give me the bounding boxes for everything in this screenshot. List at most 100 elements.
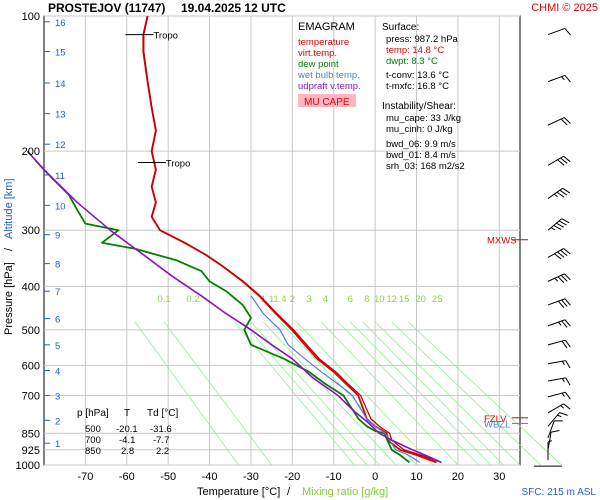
altitude-label: 7: [55, 287, 60, 298]
wind-barb: [547, 248, 571, 260]
altitude-label: 2: [55, 416, 60, 427]
legend-title: EMAGRAM: [298, 21, 355, 33]
mixing-ratio-label: 4: [323, 294, 328, 305]
wind-barb-half: [557, 414, 562, 418]
x-tick-label: 0: [372, 471, 378, 483]
wind-barb-full: [557, 251, 565, 258]
mixing-ratio-lines: 0.1 0.2 1 1 1.4 2 3 4 6 8 10 12 15 20 25: [134, 294, 562, 466]
wind-barb-full: [561, 320, 568, 328]
mixing-ratio-label: 12: [386, 294, 397, 305]
x-tick-label: -70: [77, 471, 93, 483]
altitude-label: 14: [55, 79, 66, 90]
x-axis-title-mixing: Mixing ratio [g/kg]: [302, 486, 388, 498]
wind-barb: [547, 377, 571, 386]
datetime-label: 19.04.2025 12 UTC: [181, 1, 286, 15]
table-cell: 500: [85, 424, 101, 435]
wind-barb: [547, 117, 571, 126]
mixing-ratio-line: [407, 321, 562, 466]
mixing-ratio-label: 15: [399, 294, 410, 305]
wind-barb-full: [561, 299, 568, 307]
wind-barb-half: [561, 360, 565, 366]
wind-barb-half: [561, 76, 565, 81]
wind-barb-shaft: [547, 319, 566, 327]
tropopause-label: Tropo: [153, 31, 177, 42]
wind-barb: [547, 319, 571, 328]
wind-barb: [547, 218, 570, 231]
table-cell: -7.7: [153, 435, 169, 446]
mixing-ratio-line: [337, 321, 479, 466]
mixing-ratio-label: 25: [432, 294, 443, 305]
table-header-p: p [hPa]: [77, 408, 109, 419]
wind-barb-half: [560, 405, 565, 409]
wind-barb-full: [562, 187, 571, 194]
wind-barb: [547, 339, 571, 349]
x-tick-label: -20: [284, 471, 300, 483]
table-cell: 2.2: [156, 446, 169, 457]
profile-lines: [26, 15, 442, 464]
wind-barb-full: [563, 155, 571, 163]
mixing-ratio-label: 0.2: [186, 294, 199, 305]
wind-barb-full: [564, 391, 571, 400]
legend-virt-temp: virt.temp.: [298, 48, 337, 59]
x-tick-label: 30: [493, 471, 505, 483]
level-label: MXWS: [487, 236, 517, 247]
mu-cinh-value: mu_cinh: 0 J/kg: [386, 124, 453, 135]
wind-barb: [547, 155, 571, 166]
level-label: FZLV: [484, 414, 507, 425]
wind-barb-full: [560, 274, 568, 282]
mixing-ratio-label: 10: [374, 294, 385, 305]
p-tick-label: 600: [22, 360, 40, 372]
x-tick-label: -30: [243, 471, 259, 483]
table-header-t: T: [124, 408, 130, 419]
altitude-label: 6: [55, 315, 60, 326]
wind-barb: [547, 27, 571, 36]
wind-barb-shaft: [547, 412, 560, 427]
p-tick-label: 300: [22, 225, 40, 237]
altitude-label: 4: [55, 367, 60, 378]
wind-barb-full: [565, 377, 571, 386]
wind-barb-shaft: [547, 298, 566, 306]
mixing-ratio-label: 20: [415, 294, 426, 305]
wind-barb-full: [551, 430, 560, 433]
mixing-ratio-label: 1.4: [273, 294, 286, 305]
legend-temperature: temperature: [298, 37, 349, 48]
table-header-td: Td [°C]: [147, 408, 178, 419]
altitude-label: 13: [55, 110, 66, 121]
wind-barb-full: [564, 75, 571, 83]
wind-barb-full: [557, 300, 565, 308]
wind-barb-full: [564, 298, 571, 306]
surface-dwpt: dwpt: 8.3 °C: [386, 56, 438, 67]
surface-tmxfc: t-mxfc: 16.8 °C: [386, 81, 449, 92]
wind-barb: [547, 298, 571, 308]
x-tick-label: -50: [160, 471, 176, 483]
mixing-ratio-line: [350, 321, 492, 466]
bwd-01-value: bwd_01: 8.4 m/s: [386, 150, 456, 161]
x-tick-label: -10: [326, 471, 342, 483]
wind-barb-full: [560, 118, 568, 126]
mixing-ratio-line: [391, 321, 541, 466]
x-axis-separator: /: [287, 486, 291, 498]
y-axis-title: Pressure [hPa]: [3, 262, 15, 335]
wind-barb-full: [564, 28, 571, 36]
wind-barb-full: [553, 224, 562, 231]
wind-barb-full: [554, 253, 562, 260]
mu-cape-label: MU CAPE: [304, 97, 350, 108]
surface-tconv: t-conv: 13.6 °C: [386, 70, 449, 81]
x-tick-label: -40: [202, 471, 218, 483]
table-cell: 850: [85, 446, 101, 457]
wind-barb-full: [556, 222, 565, 228]
y-axis-separator: /: [3, 247, 15, 251]
legend-updraft: udpraft v.temp.: [298, 81, 361, 92]
wind-barb: [547, 391, 571, 400]
wind-barb-full: [561, 340, 568, 349]
altitude-label: 3: [55, 391, 60, 402]
instability-title: Instability/Shear:: [382, 101, 456, 112]
mixing-ratio-line: [296, 321, 434, 466]
sfc-label: SFC: 215 m ASL: [522, 487, 597, 498]
wind-barb: [547, 360, 571, 369]
mixing-ratio-label: 1: [269, 294, 274, 305]
p-tick-label: 200: [22, 146, 40, 158]
wind-barb-full: [564, 339, 571, 348]
x-axis-title: Temperature [°C]: [197, 486, 280, 498]
surface-title: Surface:: [382, 22, 419, 33]
